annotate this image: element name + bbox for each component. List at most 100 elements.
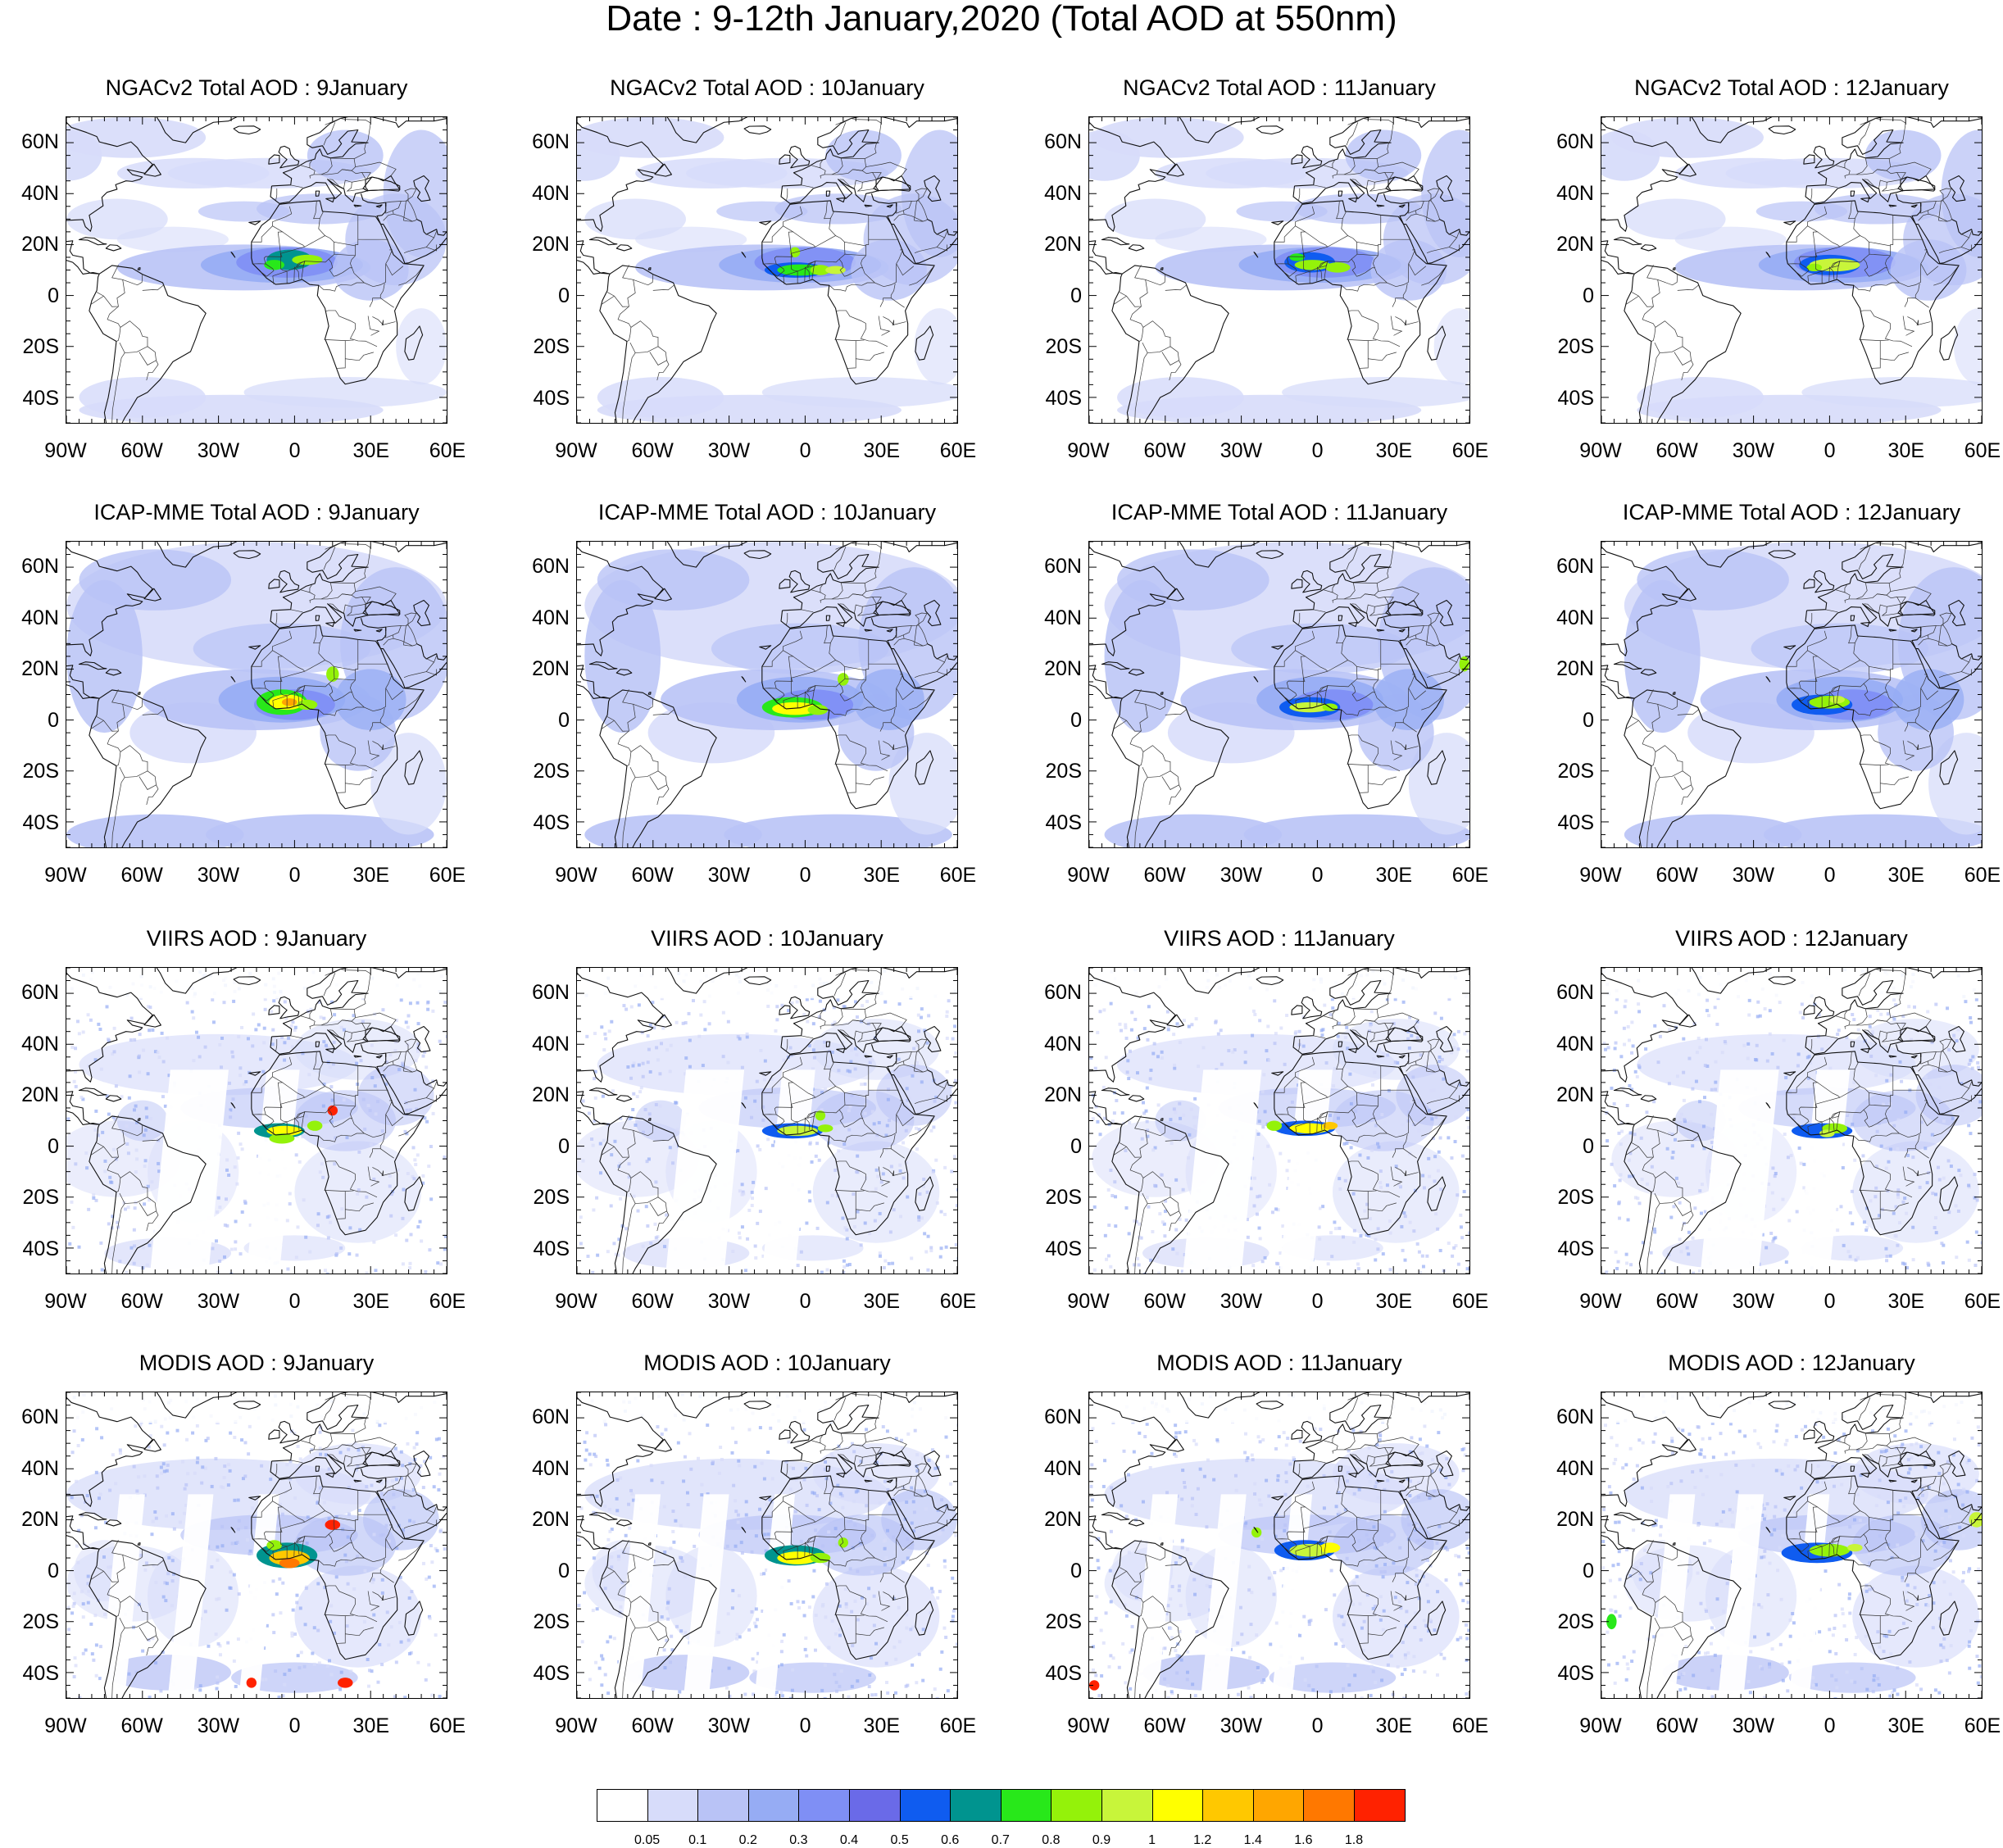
- lat-tick-label: 40N: [1044, 1456, 1082, 1480]
- lon-tick-label: 30E: [352, 864, 390, 887]
- lat-tick-label: 60N: [532, 1405, 570, 1429]
- lat-tick-label: 40S: [533, 810, 570, 834]
- aod-map: [1601, 542, 1982, 847]
- lat-tick-label: 60N: [1556, 555, 1594, 579]
- lat-tick-label: 20S: [1045, 1610, 1082, 1634]
- aod-map: [577, 542, 957, 847]
- lon-tick-label: 60W: [631, 1290, 674, 1313]
- lon-tick-label: 0: [799, 439, 811, 462]
- lat-tick-label: 40S: [22, 1237, 59, 1260]
- lat-tick-label: 60N: [21, 130, 59, 154]
- panel-title: NGACv2 Total AOD : 11January: [1123, 75, 1436, 100]
- country-borders: [602, 543, 948, 847]
- aod-field: [577, 1392, 957, 1698]
- panel-title: VIIRS AOD : 11January: [1164, 926, 1395, 951]
- lon-tick-label: 90W: [1067, 1290, 1110, 1313]
- country-borders: [1114, 543, 1460, 847]
- lat-tick-label: 20S: [22, 1186, 59, 1210]
- lon-tick-label: 60E: [429, 864, 466, 887]
- colorbar-swatch: [1303, 1789, 1355, 1822]
- lon-tick-label: 60E: [1451, 1714, 1489, 1737]
- lon-tick-label: 90W: [1579, 1714, 1622, 1737]
- lon-tick-label: 0: [799, 1290, 811, 1313]
- aod-map: [1601, 968, 1982, 1274]
- colorbar-label: 1.8: [1344, 1833, 1364, 1847]
- panel-title: MODIS AOD : 9January: [139, 1351, 375, 1375]
- lat-tick-label: 20N: [532, 657, 570, 681]
- colorbar-swatch: [849, 1789, 901, 1822]
- colorbar-swatch: [899, 1789, 952, 1822]
- aod-map-panel: [576, 1392, 958, 1699]
- lat-tick-label: 40N: [21, 1032, 59, 1056]
- aod-map: [66, 1392, 447, 1698]
- lon-tick-label: 0: [1824, 1290, 1836, 1313]
- aod-map-panel: [576, 116, 958, 424]
- lat-tick-label: 0: [1583, 1134, 1594, 1158]
- lon-tick-label: 0: [288, 439, 301, 462]
- lon-tick-label: 30W: [1220, 439, 1263, 462]
- lat-tick-label: 40S: [1557, 386, 1594, 410]
- lon-tick-label: 60W: [120, 1290, 163, 1313]
- lat-tick-label: 0: [1583, 1559, 1594, 1582]
- lon-tick-label: 30W: [197, 439, 240, 462]
- lat-tick-label: 20S: [533, 1186, 570, 1210]
- aod-field: [1601, 117, 1982, 423]
- lon-tick-label: 60W: [1143, 1290, 1186, 1313]
- lat-tick-label: 40S: [1045, 1661, 1082, 1685]
- panel-title: ICAP-MME Total AOD : 12January: [1622, 500, 1961, 524]
- colorbar-swatch: [597, 1789, 648, 1822]
- lon-tick-label: 60W: [631, 439, 674, 462]
- aod-map: [66, 542, 447, 847]
- colorbar-swatch: [747, 1789, 800, 1822]
- lat-tick-label: 0: [1070, 1559, 1082, 1582]
- lat-tick-label: 40S: [1045, 386, 1082, 410]
- coastlines: [1601, 542, 1982, 847]
- lat-tick-label: 20N: [1044, 1508, 1082, 1532]
- aod-map-panel: [576, 541, 958, 848]
- aod-map-panel: [1601, 116, 1983, 424]
- lat-tick-label: 60N: [1044, 1405, 1082, 1429]
- aod-map-panel: [1601, 1392, 1983, 1699]
- lon-tick-label: 90W: [1579, 439, 1622, 462]
- panel-title: MODIS AOD : 11January: [1156, 1351, 1402, 1375]
- lon-tick-label: 30W: [707, 1290, 751, 1313]
- aod-map: [1601, 117, 1982, 423]
- lat-tick-label: 0: [48, 708, 59, 732]
- coastlines: [1601, 968, 1982, 1274]
- lon-tick-label: 0: [1824, 1714, 1836, 1737]
- panel-title: VIIRS AOD : 10January: [651, 926, 883, 951]
- aod-map: [1089, 117, 1469, 423]
- lat-tick-label: 20S: [1045, 335, 1082, 359]
- lon-tick-label: 30E: [863, 1290, 901, 1313]
- aod-map: [1089, 542, 1469, 847]
- lat-tick-label: 20S: [1045, 760, 1082, 783]
- lon-tick-label: 0: [288, 864, 301, 887]
- coastlines: [66, 1392, 447, 1698]
- colorbar-swatch: [1252, 1789, 1305, 1822]
- lat-tick-label: 0: [1583, 284, 1594, 307]
- coastlines: [577, 1392, 957, 1698]
- lat-tick-label: 40S: [22, 386, 59, 410]
- lat-tick-label: 20S: [1557, 1186, 1594, 1210]
- lon-tick-label: 90W: [555, 864, 597, 887]
- lon-tick-label: 90W: [1579, 864, 1622, 887]
- lon-tick-label: 60E: [1964, 864, 2001, 887]
- colorbar-swatch: [950, 1789, 1002, 1822]
- lon-tick-label: 60E: [1451, 1290, 1489, 1313]
- lat-tick-label: 20N: [532, 233, 570, 257]
- panel-title: NGACv2 Total AOD : 9January: [105, 75, 408, 100]
- coastlines: [1601, 117, 1982, 423]
- lat-tick-label: 20S: [22, 760, 59, 783]
- aod-field: [577, 968, 957, 1274]
- lat-tick-label: 20N: [1556, 657, 1594, 681]
- lon-tick-label: 60E: [1964, 1290, 2001, 1313]
- colorbar-label: 0.7: [991, 1833, 1010, 1847]
- lat-tick-label: 40S: [1045, 1237, 1082, 1260]
- colorbar-label: 1: [1148, 1833, 1156, 1847]
- lon-tick-label: 60E: [1964, 1714, 2001, 1737]
- lon-tick-label: 0: [288, 1290, 301, 1313]
- colorbar-swatch: [697, 1789, 749, 1822]
- lon-tick-label: 30W: [197, 1714, 240, 1737]
- lon-tick-label: 90W: [1067, 864, 1110, 887]
- panel-title: ICAP-MME Total AOD : 9January: [93, 500, 420, 524]
